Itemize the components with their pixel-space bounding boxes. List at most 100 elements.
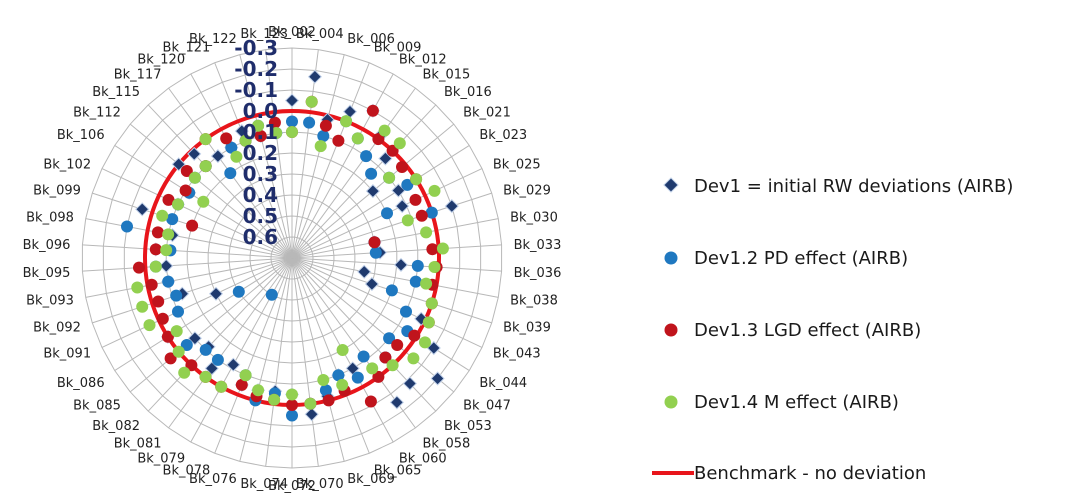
axis-tick-label: 0.4	[243, 183, 278, 207]
dev13-point	[409, 193, 422, 206]
axis-tick-label: 0.2	[243, 141, 278, 165]
dev14-point	[252, 119, 265, 132]
category-label: Bk_106	[57, 128, 105, 143]
category-label: Bk_044	[479, 376, 527, 391]
grid-spoke	[291, 192, 492, 259]
dev12-point	[360, 150, 373, 163]
category-label: Bk_069	[347, 472, 395, 487]
dev1-point	[342, 104, 358, 119]
dev12-point	[332, 369, 345, 382]
category-label: Bk_092	[33, 321, 81, 336]
dev14-point	[425, 297, 438, 310]
dev14-point	[336, 378, 349, 391]
category-label: Bk_115	[92, 85, 140, 100]
category-label: Bk_043	[493, 347, 541, 362]
dev12-point	[369, 246, 382, 259]
category-label: Bk_030	[510, 210, 558, 225]
grid-spoke	[85, 257, 293, 298]
dev1-point	[187, 146, 202, 161]
grid-spoke	[82, 244, 293, 259]
dev14-point	[199, 133, 212, 146]
dev13-point	[364, 395, 377, 408]
dev1-point	[204, 361, 219, 376]
dev12-point	[172, 305, 184, 318]
dev14-point	[420, 277, 433, 290]
dev13-point	[145, 278, 158, 291]
category-label: Bk_085	[73, 399, 121, 414]
dev14-point	[162, 228, 175, 241]
grid-spoke	[101, 257, 293, 348]
category-label: Bk_122	[189, 32, 237, 47]
grid-spoke	[291, 62, 370, 259]
dev14-point	[143, 319, 156, 332]
dev13-point	[164, 352, 177, 365]
dev1-point	[365, 184, 380, 199]
dev14-point	[317, 374, 330, 386]
category-label: Bk_082	[92, 419, 140, 434]
grid-spoke	[190, 73, 293, 259]
dev12-point	[383, 332, 396, 345]
dev13-point	[366, 104, 379, 117]
dev13-point	[220, 132, 233, 145]
grid-spoke	[85, 218, 293, 259]
dev1-point	[226, 357, 241, 372]
grid-spoke	[190, 257, 293, 443]
dev1-point	[159, 258, 174, 273]
dev12-point	[162, 275, 175, 288]
dev12-point	[180, 339, 193, 351]
category-label: Bk_123	[240, 27, 288, 42]
dev14-point	[340, 115, 353, 128]
legend-label-dev14: Dev1.4 M effect (AIRB)	[694, 391, 899, 413]
dev14-point	[386, 359, 399, 372]
dev1-point	[444, 199, 459, 214]
dev13-point	[180, 165, 193, 177]
legend-label-dev12: Dev1.2 PD effect (AIRB)	[694, 247, 909, 269]
grid-spoke	[291, 49, 319, 259]
dev13-point	[151, 226, 164, 239]
dev14-point	[230, 150, 243, 163]
grid-spoke	[214, 62, 293, 259]
dev14-point	[428, 261, 441, 273]
grid-spoke	[291, 218, 499, 259]
grid-spoke	[291, 257, 499, 298]
dev13-point	[179, 184, 192, 197]
dev12-point	[303, 116, 316, 129]
dev1-point	[393, 257, 409, 272]
grid-spoke	[291, 145, 470, 259]
dev14-point	[199, 160, 212, 173]
dev1-point	[426, 340, 441, 356]
dev14-point	[410, 173, 423, 186]
dev14-point	[178, 366, 191, 379]
dev14-point	[170, 325, 183, 338]
category-label: Bk_016	[444, 85, 492, 100]
grid-spoke	[168, 257, 293, 429]
category-label: Bk_065	[374, 463, 422, 478]
grid-spoke	[265, 49, 293, 259]
grid-spoke	[291, 257, 345, 462]
dev14-point	[188, 171, 201, 184]
dev14-point	[160, 244, 173, 257]
category-label: Bk_099	[33, 183, 81, 198]
axis-tick-label: -0.1	[234, 78, 278, 102]
category-label: Bk_058	[423, 437, 471, 452]
dev13-point	[386, 144, 399, 157]
dev14-point	[136, 300, 149, 313]
grid-spoke	[291, 257, 319, 467]
category-label: Bk_112	[73, 106, 121, 121]
category-label: Bk_025	[493, 158, 541, 173]
legend-marker-diamond	[650, 172, 694, 200]
dev13-point	[372, 133, 385, 146]
grid-spoke	[291, 73, 394, 259]
dev14-point	[197, 195, 210, 208]
dev14-point	[393, 137, 406, 150]
category-label: Bk_091	[43, 347, 91, 362]
dev12-point	[400, 305, 412, 318]
category-label: Bk_070	[296, 477, 344, 492]
dev13-point	[185, 359, 198, 372]
dev14-point	[407, 352, 420, 365]
dev14-point	[378, 124, 391, 137]
dev14-point	[314, 140, 327, 153]
category-label: Bk_117	[114, 67, 162, 82]
axis-tick-label: 0.6	[243, 225, 278, 249]
dev12-point	[199, 343, 212, 356]
